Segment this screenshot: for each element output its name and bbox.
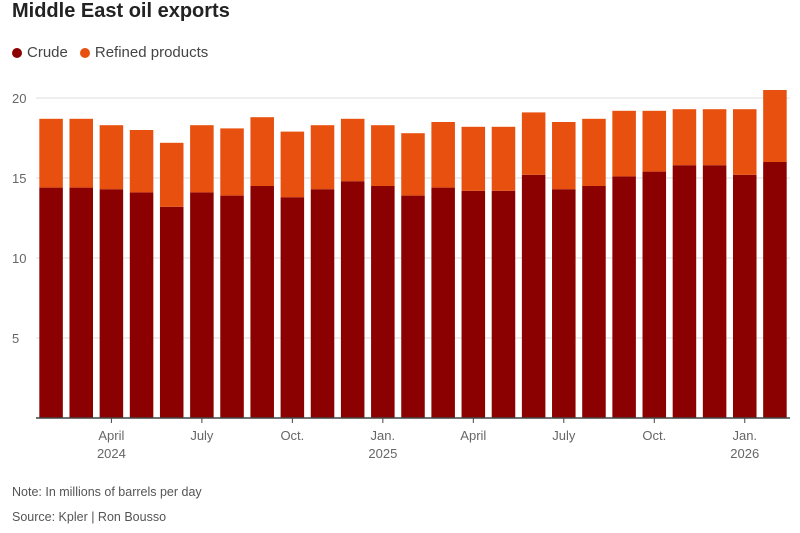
bar-refined: [190, 125, 214, 193]
bar-layer: [39, 90, 787, 418]
x-tick-label-year: 2024: [97, 446, 126, 461]
bar-refined: [280, 131, 305, 198]
bar-crude: [129, 192, 154, 418]
y-tick-label: 20: [12, 91, 26, 106]
x-tick-label-month: April: [460, 428, 486, 443]
bar-refined: [672, 109, 697, 166]
bar-crude: [763, 162, 787, 418]
x-tick-label-month: April: [98, 428, 124, 443]
legend-label-crude: Crude: [27, 44, 68, 61]
y-tick-label: 5: [12, 331, 19, 346]
chart-source: Source: Kpler | Ron Bousso: [12, 510, 167, 524]
x-tick-label-year: 2025: [368, 446, 397, 461]
bar-crude: [401, 195, 425, 418]
x-tick-label-month: July: [190, 428, 214, 443]
bar-crude: [582, 186, 606, 418]
bar-crude: [340, 181, 365, 418]
bar-refined: [642, 110, 667, 172]
x-tick-label-month: Jan.: [732, 428, 757, 443]
bar-crude: [642, 171, 667, 418]
x-tick-label-month: July: [552, 428, 576, 443]
bar-refined: [491, 126, 516, 191]
bar-refined: [129, 130, 154, 193]
bar-refined: [702, 109, 727, 166]
bar-crude: [69, 187, 94, 418]
bar-crude: [310, 189, 335, 418]
bar-refined: [99, 125, 124, 190]
bar-refined: [340, 118, 365, 182]
x-tick-label-month: Oct.: [642, 428, 666, 443]
x-tick-label-year: 2026: [730, 446, 759, 461]
legend-swatch-refined: [79, 47, 90, 58]
legend: Crude Refined products: [12, 44, 208, 61]
bar-refined: [310, 125, 335, 190]
bar-crude: [732, 174, 757, 418]
bar-crude: [39, 187, 63, 418]
bar-refined: [431, 122, 455, 188]
bar-crude: [250, 186, 274, 418]
bar-crude: [521, 174, 546, 418]
bar-crude: [672, 165, 697, 418]
bar-refined: [371, 125, 395, 186]
y-tick-label: 15: [12, 171, 26, 186]
bar-refined: [461, 126, 486, 191]
bar-refined: [39, 118, 63, 188]
legend-item-crude: Crude: [12, 44, 68, 61]
legend-item-refined: Refined products: [79, 44, 209, 61]
bar-refined: [582, 118, 606, 186]
bar-refined: [159, 142, 184, 207]
bar-crude: [371, 186, 395, 418]
bar-refined: [220, 128, 244, 196]
bar-crude: [159, 206, 184, 418]
bar-refined: [612, 110, 636, 177]
y-tick-label: 10: [12, 251, 26, 266]
bar-refined: [763, 90, 787, 162]
bar-crude: [491, 190, 516, 418]
x-tick-label-month: Oct.: [280, 428, 304, 443]
legend-swatch-crude: [12, 47, 22, 58]
bar-crude: [190, 192, 214, 418]
bar-crude: [702, 165, 727, 418]
bar-refined: [521, 112, 546, 175]
bar-refined: [732, 109, 757, 175]
chart-title: Middle East oil exports: [12, 0, 230, 22]
bar-refined: [250, 117, 274, 186]
bar-crude: [220, 195, 244, 418]
bar-crude: [612, 176, 636, 418]
bar-crude: [99, 189, 124, 418]
bar-crude: [280, 197, 305, 418]
bar-refined: [69, 118, 94, 188]
bar-crude: [431, 187, 455, 418]
bar-refined: [552, 122, 576, 190]
x-tick-label-month: Jan.: [371, 428, 396, 443]
bar-crude: [552, 189, 576, 418]
legend-label-refined: Refined products: [94, 44, 209, 61]
bar-crude: [461, 190, 486, 418]
chart-note: Note: In millions of barrels per day: [12, 485, 202, 499]
bar-chart: 5 10 15 20 April 2024 July Oct. Jan. 2025 April Jul…: [12, 90, 790, 461]
axis-layer: 5 10 15 20 April 2024 July Oct. Jan. 2025 April Jul…: [12, 91, 790, 461]
bar-refined: [401, 133, 425, 196]
